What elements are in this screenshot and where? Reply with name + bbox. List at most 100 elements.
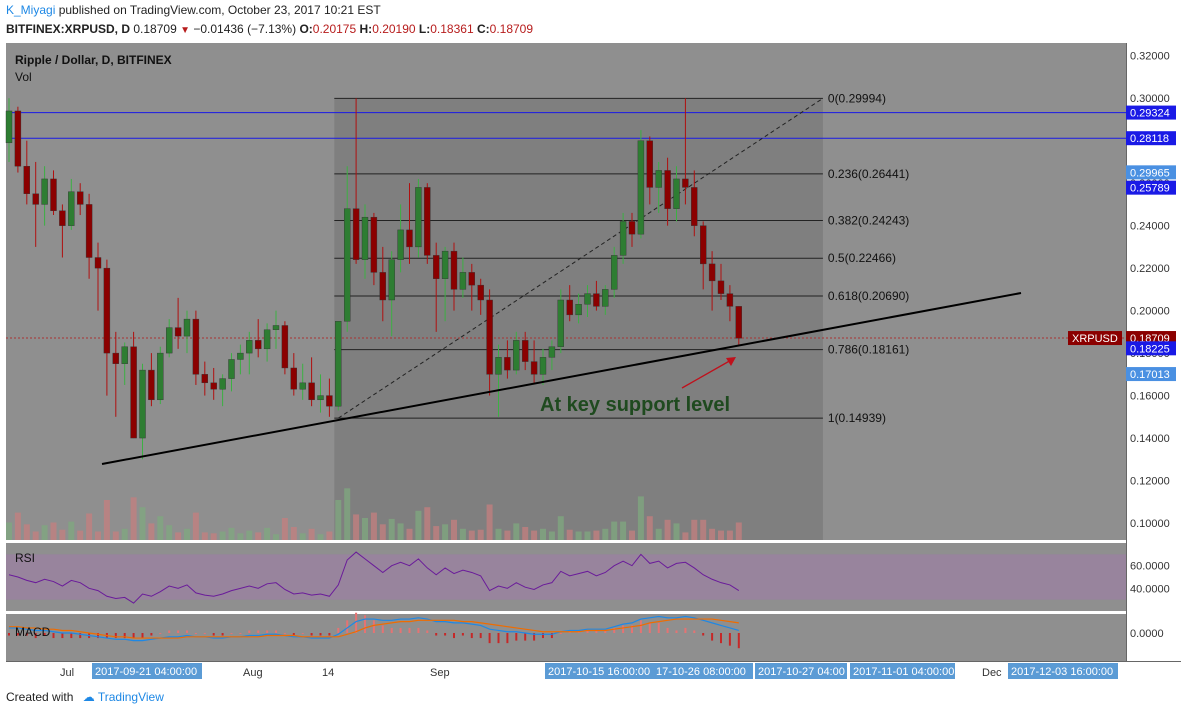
candle-body (32, 193, 39, 205)
macd-histogram-bar (559, 633, 562, 634)
candle-body (602, 289, 609, 307)
candle-body (575, 304, 582, 316)
price-tick-label: 0.12000 (1130, 476, 1170, 488)
volume-bar (433, 526, 440, 540)
volume-bar (540, 528, 546, 540)
candle-body (735, 306, 742, 339)
macd-histogram-bar (194, 633, 197, 634)
volume-bar (611, 521, 618, 540)
volume-bar (451, 519, 457, 540)
candle-body (50, 178, 57, 211)
candle-body (593, 293, 600, 307)
volume-bar (299, 533, 306, 540)
volume-bar (709, 528, 716, 540)
macd-histogram-bar (159, 633, 162, 634)
volume-bar (646, 516, 653, 540)
volume-bar (201, 532, 208, 540)
macd-histogram-bar (97, 633, 99, 639)
volume-bar (575, 531, 582, 540)
candle-body (352, 208, 360, 260)
macd-histogram-bar (524, 633, 527, 641)
price-badge-label: 0.18225 (1130, 343, 1170, 355)
price-badge (1126, 180, 1176, 195)
published-text: published on TradingView.com, October 23… (58, 3, 381, 17)
macd-histogram-bar (728, 633, 731, 646)
macd-histogram-bar (675, 630, 678, 633)
volume-bar (397, 523, 404, 540)
candle-body (192, 318, 200, 375)
candle-body (566, 299, 573, 316)
fib-level-label: 1(0.14939) (828, 411, 886, 425)
candle-body (637, 140, 645, 235)
macd-histogram-bar (319, 633, 322, 636)
candle-body (139, 369, 146, 439)
candle-body (59, 210, 66, 226)
candle-body (335, 321, 342, 407)
author-link[interactable]: K_Miyagi (6, 3, 56, 17)
volume-bar (317, 534, 324, 540)
macd-tick-label: 0.0000 (1130, 628, 1164, 640)
macd-histogram-bar (328, 633, 331, 636)
fib-level-label: 0(0.29994) (828, 91, 886, 105)
symbol-badge-label: XRPUSD (1072, 333, 1118, 345)
time-badge-label: 2017-11-01 04:00:00 (853, 666, 954, 678)
rsi-band (6, 554, 1126, 600)
volume-bar (682, 532, 689, 540)
volume-bar (370, 512, 377, 540)
volume-bar (620, 521, 627, 540)
volume-bar (655, 528, 662, 540)
volume-bar (593, 530, 600, 540)
volume-bar (184, 528, 190, 540)
price-badge (1126, 367, 1176, 382)
macd-histogram-bar (346, 620, 349, 633)
volume-bar (531, 530, 538, 540)
close-value: 0.18709 (489, 22, 534, 36)
candle-body (130, 346, 137, 439)
candle-body (513, 340, 520, 371)
open-label: O: (299, 22, 313, 36)
tradingview-link[interactable]: TradingView (97, 690, 164, 704)
macd-histogram-bar (61, 633, 64, 639)
candle-body (673, 178, 680, 209)
macd-histogram-bar (426, 630, 429, 633)
candle-body (174, 327, 182, 337)
candle-body (522, 340, 529, 362)
volume-bar (237, 533, 244, 540)
macd-histogram-bar (408, 627, 411, 633)
candle-body (290, 367, 297, 390)
price-tick-label: 0.10000 (1130, 518, 1170, 530)
time-badge (545, 663, 653, 679)
candle-body (68, 191, 75, 226)
price-tick-label: 0.24000 (1130, 221, 1170, 233)
candle-body (584, 293, 591, 305)
candle-body (299, 382, 306, 390)
volume-bar (121, 528, 128, 540)
candle-body (441, 250, 449, 279)
time-badge (850, 663, 955, 679)
volume-bar (388, 518, 395, 540)
volume-bar (637, 496, 644, 540)
macd-panel[interactable] (6, 614, 1126, 661)
candle-body (201, 374, 209, 384)
macd-histogram-bar (52, 633, 55, 639)
time-tick-label: 14 (322, 667, 334, 679)
annotation-text: At key support level (540, 394, 730, 416)
fib-level-label: 0.236(0.26441) (828, 167, 909, 181)
macd-histogram-bar (550, 633, 553, 639)
volume-bar (219, 531, 226, 540)
candle-body (5, 110, 13, 144)
macd-histogram-bar (693, 630, 696, 633)
time-badge-label: 2017-12-03 16:00:00 (1011, 666, 1113, 678)
time-tick-label: Sep (430, 667, 450, 679)
price-tick-label: 0.16000 (1130, 391, 1170, 403)
macd-histogram-bar (8, 633, 10, 636)
candle-body (237, 352, 244, 360)
candle-body (379, 272, 386, 301)
macd-histogram-bar (399, 627, 402, 633)
candle-body (646, 140, 653, 188)
macd-histogram-bar (684, 627, 687, 633)
candle-body (272, 325, 280, 330)
macd-histogram-bar (221, 633, 224, 636)
macd-histogram-bar (390, 627, 393, 633)
time-badge (1008, 663, 1118, 679)
